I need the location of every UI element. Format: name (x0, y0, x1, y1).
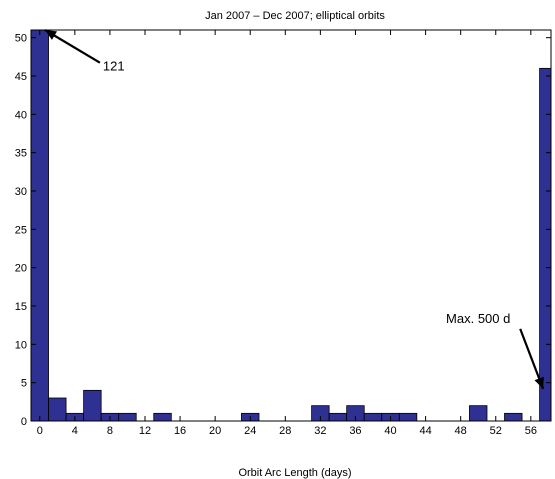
y-tick-label: 40 (15, 109, 27, 121)
x-axis-label: Orbit Arc Length (days) (238, 467, 351, 479)
y-tick-label: 30 (15, 186, 27, 198)
histogram-bar (469, 405, 488, 421)
histogram-bar (539, 67, 551, 421)
x-tick-label: 48 (455, 425, 467, 437)
y-tick-label: 45 (15, 71, 27, 83)
annotation-arrowhead (534, 376, 544, 389)
annotation-arrowhead (45, 30, 58, 40)
x-axis-ticks: 0 4 8 12 16 20 24 28 32 36 40 44 48 52 56 (37, 30, 537, 437)
y-tick-label: 50 (15, 33, 27, 45)
histogram-bar (48, 397, 67, 421)
x-tick-label: 40 (384, 425, 396, 437)
y-tick-label: 0 (21, 416, 27, 428)
histogram-bar (363, 412, 383, 421)
y-tick-label: 35 (15, 148, 27, 160)
x-tick-label: 8 (107, 425, 113, 437)
y-tick-label: 10 (15, 339, 27, 351)
x-tick-label: 32 (314, 425, 326, 437)
y-tick-label: 5 (21, 378, 27, 390)
histogram-bar (153, 412, 172, 421)
annotation-label: 121 (103, 59, 125, 74)
x-tick-label: 44 (419, 425, 431, 437)
x-tick-label: 36 (349, 425, 361, 437)
chart-title: Jan 2007 – Dec 2007; elliptical orbits (205, 10, 385, 22)
x-tick-label: 28 (279, 425, 291, 437)
x-tick-label: 12 (139, 425, 151, 437)
bars-group (31, 30, 551, 421)
histogram-bar (398, 412, 418, 421)
x-tick-label: 20 (209, 425, 221, 437)
y-tick-label: 15 (15, 301, 27, 313)
histogram-bar (328, 412, 348, 421)
x-tick-label: 52 (490, 425, 502, 437)
y-tick-label: 25 (15, 224, 27, 236)
histogram-bar (118, 412, 137, 421)
x-tick-label: 24 (244, 425, 256, 437)
x-tick-label: 4 (72, 425, 78, 437)
histogram-bar (504, 412, 523, 421)
x-tick-label: 56 (525, 425, 537, 437)
histogram-bar (31, 30, 49, 421)
x-tick-label: 16 (174, 425, 186, 437)
annotation-label: Max. 500 d (446, 311, 510, 326)
histogram-bar (83, 389, 102, 421)
annotations-group: 121 Max. 500 d (44, 29, 545, 390)
plot-frame (30, 29, 552, 422)
y-axis-ticks: 0 5 10 15 20 25 30 35 40 45 50 (15, 33, 551, 428)
y-tick-label: 20 (15, 263, 27, 275)
x-tick-label: 0 (37, 425, 43, 437)
